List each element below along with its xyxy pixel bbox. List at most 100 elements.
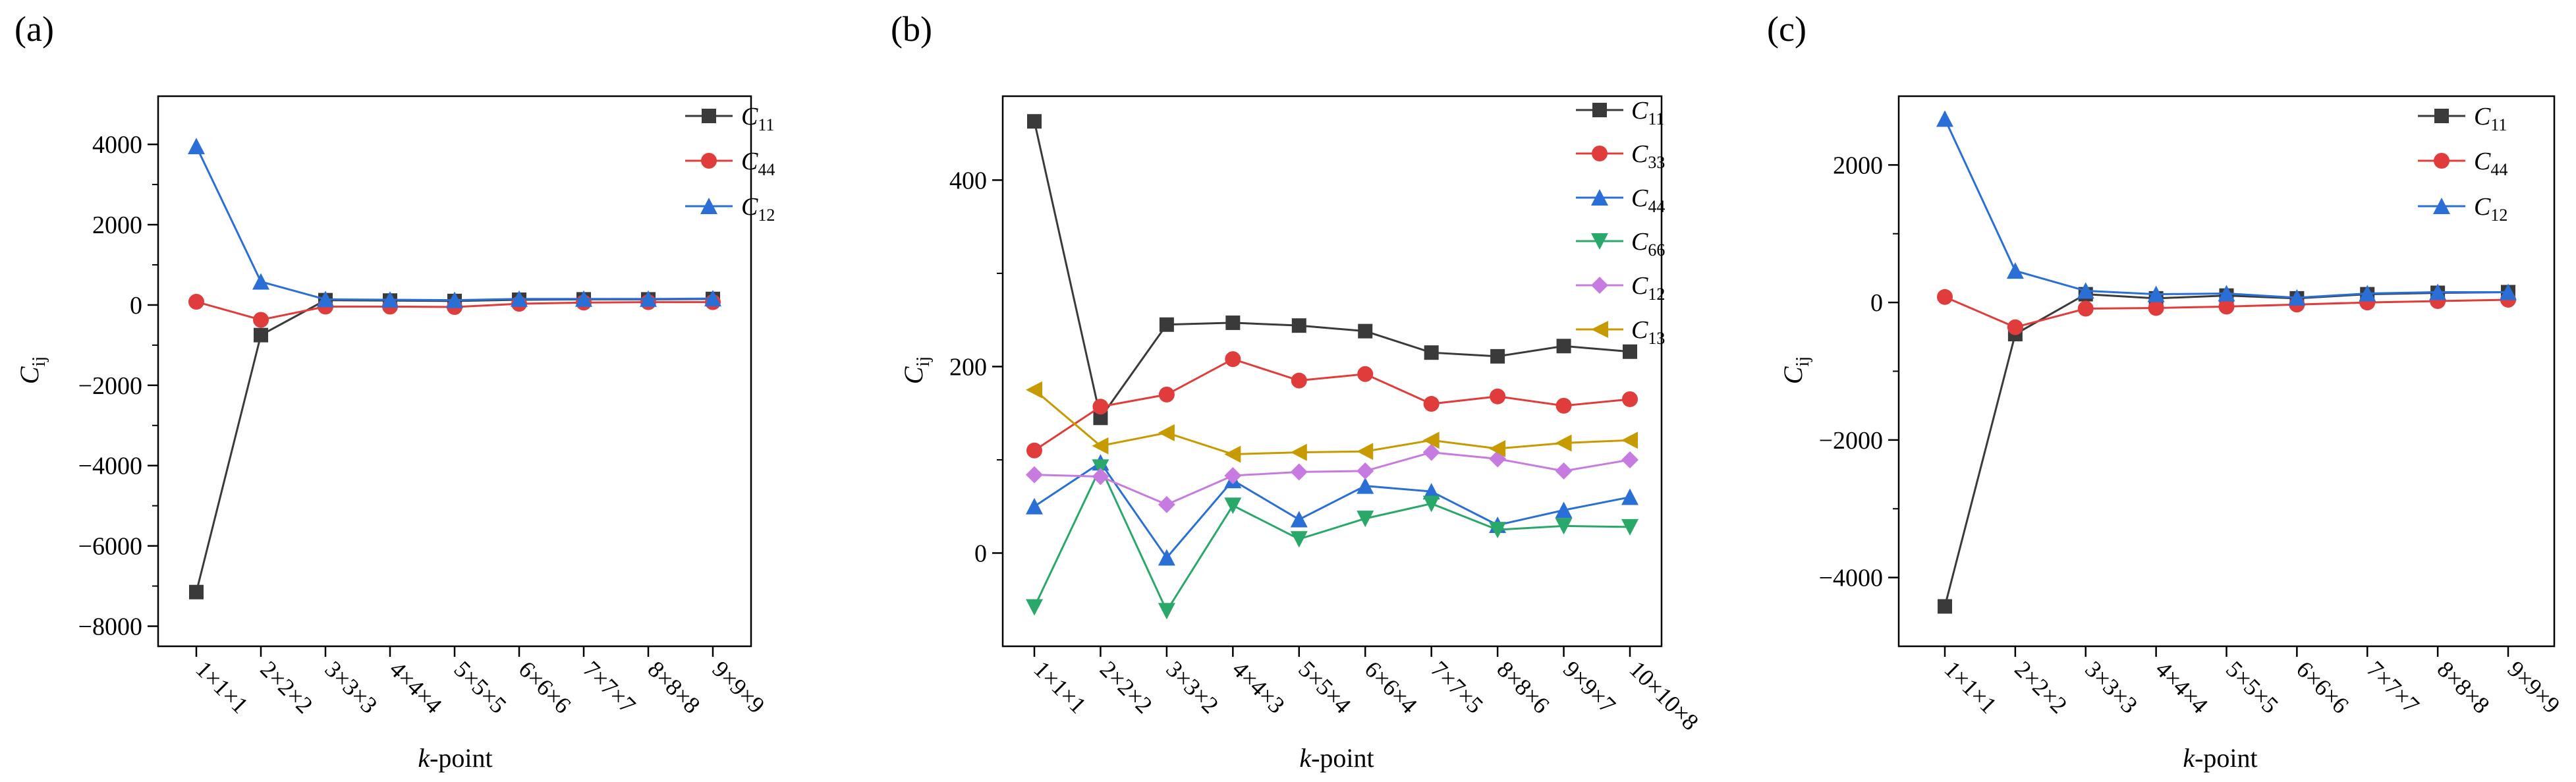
panel-c: (c) Cij k-point −4000 −2000 0 2000 1×1×1 2×2×… (1767, 9, 2565, 773)
legend-entry-a-0: C11 (685, 103, 774, 134)
data-point-c-2-1 (2006, 262, 2024, 279)
x-tick-label-a: 3×3×3 (320, 656, 382, 718)
x-axis-label-b: k-point (1299, 743, 1374, 773)
series-line-a-0 (195, 298, 714, 593)
series-line-b-3 (1033, 464, 1631, 613)
data-point-a-2-2 (317, 291, 334, 308)
data-point-b-4-4 (1290, 463, 1308, 481)
x-tick-label-c: 4×4×4 (2150, 656, 2213, 718)
data-point-a-0-1 (254, 327, 268, 343)
x-tick-label-c: 6×6×6 (2291, 656, 2354, 718)
data-point-b-2-2 (1158, 549, 1175, 566)
data-point-b-4-9 (1621, 451, 1638, 468)
data-point-b-3-3 (1224, 497, 1242, 515)
data-point-b-4-3 (1224, 467, 1242, 485)
data-point-b-0-2 (1159, 317, 1174, 332)
y-tick-label-a: −4000 (78, 453, 142, 480)
series-line-a-2 (195, 146, 714, 302)
legend-label-c-0: C11 (2474, 103, 2507, 134)
data-point-a-2-6 (575, 290, 592, 307)
data-point-c-1-2 (2077, 300, 2094, 317)
y-tick-label-b: 0 (974, 540, 987, 567)
data-point-b-0-9 (1623, 344, 1637, 359)
x-tick-label-c: 1×1×1 (1939, 656, 2002, 718)
legend-label-a-1: C44 (741, 148, 775, 179)
legend-a: C11 C44 C12 (685, 103, 775, 225)
x-tick-label-a: 7×7×7 (578, 656, 640, 718)
data-point-c-2-7 (2429, 283, 2447, 300)
legend-label-a-2: C12 (741, 193, 775, 225)
x-tick-label-b: 8×8×6 (1492, 656, 1555, 718)
x-axis-label-italic: k (2183, 743, 2195, 773)
x-tick-label-b: 2×2×2 (1095, 656, 1158, 718)
y-axis-label-sub: ij (29, 356, 49, 367)
data-point-b-4-5 (1357, 462, 1374, 480)
data-point-b-0-4 (1291, 318, 1306, 333)
data-point-b-3-4 (1290, 531, 1308, 548)
x-tick-label-c: 7×7×7 (2362, 656, 2424, 718)
legend-marker-a-2 (700, 198, 717, 214)
data-point-b-3-8 (1555, 518, 1573, 535)
y-tick-label-c: 2000 (1833, 152, 1883, 179)
data-point-b-5-3 (1224, 445, 1241, 463)
legend-label-a-0: C11 (741, 103, 774, 134)
x-tick-label-b: 7×7×5 (1426, 656, 1488, 718)
data-point-a-2-3 (381, 291, 399, 308)
data-point-c-2-2 (2077, 282, 2094, 299)
data-point-b-5-9 (1621, 432, 1638, 449)
data-point-b-1-7 (1490, 388, 1506, 405)
legend-b: C11 C33 C44 C66 C12 (1576, 97, 1665, 348)
legend-label-b-2: C44 (1631, 184, 1665, 216)
x-axis-label-italic: k (418, 743, 430, 773)
panel-a: (a) Cij k-point −8000 −6000 −4000 −2000 0 200… (14, 9, 775, 773)
data-point-b-3-2 (1158, 603, 1175, 620)
legend-entry-c-0: C11 (2418, 103, 2507, 134)
series-line-b-2 (1034, 461, 1631, 560)
legend-entry-b-3: C66 (1576, 228, 1665, 260)
y-tick-label-b: 200 (949, 353, 987, 381)
legend-c: C11 C44 C12 (2418, 103, 2507, 225)
x-axis-label-a: k-point (418, 743, 492, 773)
data-point-b-5-0 (1026, 381, 1042, 399)
data-point-b-1-4 (1291, 372, 1307, 389)
data-point-c-1-1 (2007, 319, 2023, 335)
x-tick-label-c: 9×9×9 (2502, 656, 2565, 718)
data-point-b-0-3 (1225, 315, 1241, 330)
x-tick-label-c: 3×3×3 (2080, 656, 2142, 718)
data-point-c-2-5 (2288, 289, 2306, 306)
data-point-b-2-0 (1026, 497, 1043, 515)
plot-layer-c: −4000 −2000 0 2000 1×1×1 2×2×2 3×3×3 4×4×4 5×5×5… (1819, 110, 2565, 719)
panel-label-a: (a) (14, 9, 54, 49)
data-point-b-1-0 (1026, 442, 1042, 459)
series-line-b-5 (1034, 389, 1631, 455)
legend-marker-a-1 (701, 153, 717, 169)
y-tick-label-a: −6000 (78, 533, 142, 561)
data-point-a-0-0 (189, 584, 204, 600)
legend-entry-b-2: C44 (1576, 184, 1665, 216)
x-tick-label-a: 2×2×2 (255, 656, 318, 718)
data-point-b-1-5 (1357, 366, 1374, 382)
data-point-b-4-2 (1158, 495, 1175, 513)
x-tick-label-b: 5×5×4 (1293, 656, 1356, 718)
x-tick-label-b: 10×10×8 (1624, 656, 1704, 735)
data-point-c-1-0 (1937, 289, 1953, 305)
plot-frame-b (1001, 95, 1663, 648)
data-point-a-2-0 (188, 138, 205, 155)
x-tick-label-a: 1×1×1 (190, 656, 253, 718)
data-point-b-5-5 (1357, 443, 1374, 461)
data-point-b-5-6 (1422, 432, 1440, 449)
x-tick-label-b: 3×3×2 (1161, 656, 1223, 718)
legend-marker-c-1 (2434, 153, 2450, 169)
y-axis-label-c: Cij (1778, 356, 1813, 384)
data-point-b-2-5 (1357, 477, 1374, 494)
legend-label-c-1: C44 (2474, 148, 2507, 179)
y-tick-label-a: 4000 (92, 131, 142, 159)
data-point-b-4-8 (1555, 462, 1573, 480)
data-point-c-1-4 (2218, 298, 2235, 315)
legend-label-b-4: C12 (1631, 272, 1665, 304)
y-tick-label-c: −2000 (1819, 427, 1883, 455)
x-tick-label-c: 8×8×8 (2432, 656, 2495, 718)
legend-label-b-1: C33 (1631, 140, 1665, 172)
legend-entry-b-1: C33 (1576, 140, 1665, 172)
legend-marker-c-0 (2434, 109, 2449, 123)
